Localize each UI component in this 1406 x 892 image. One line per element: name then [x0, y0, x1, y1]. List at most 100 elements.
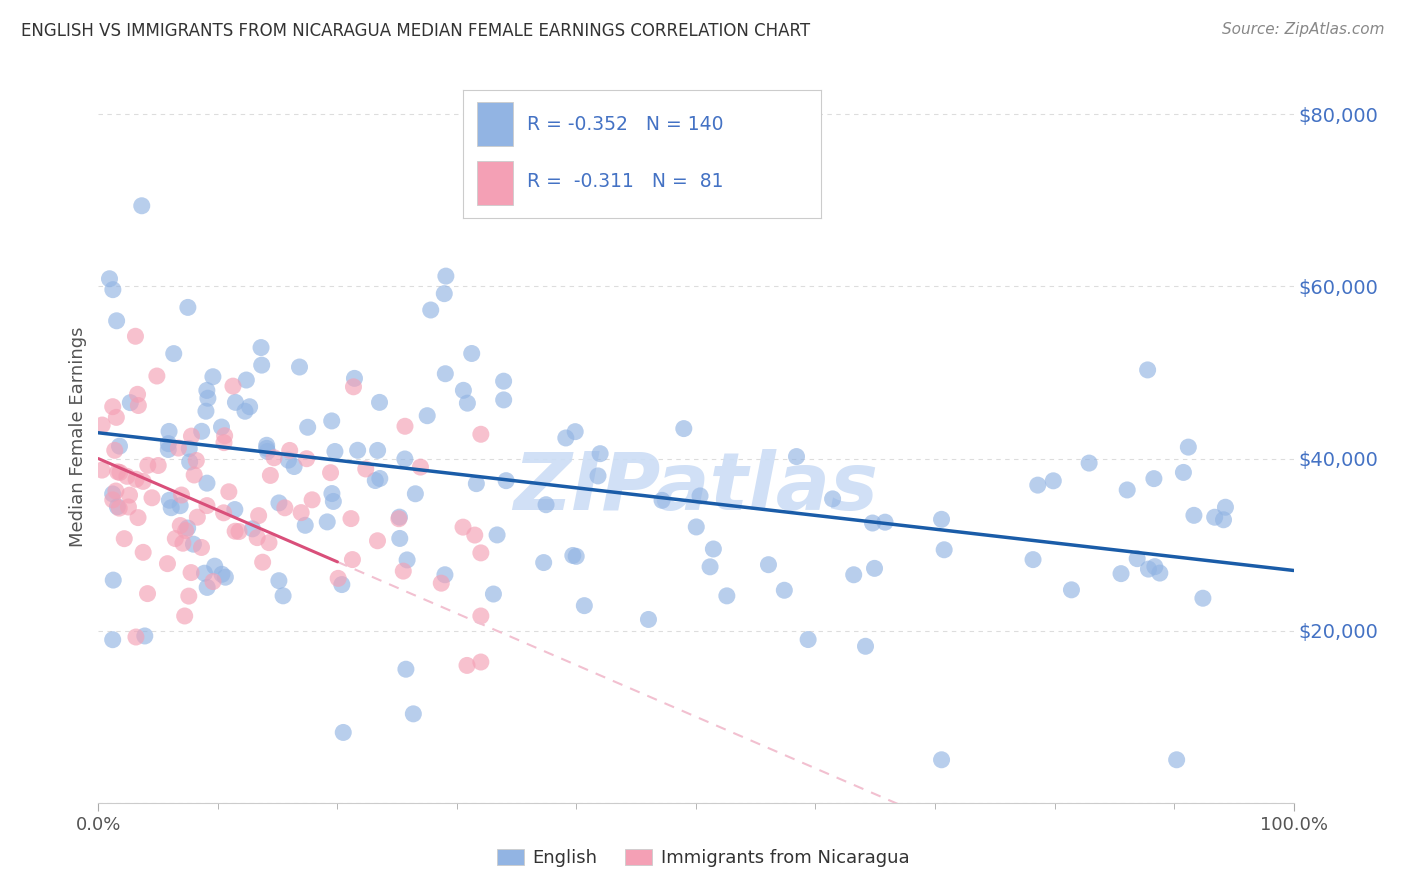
Point [101, 400, 124, 414]
Point [342, 552, 364, 566]
Point [294, 518, 316, 533]
Point [470, 427, 492, 442]
Point [190, 425, 212, 439]
Point [169, 518, 191, 533]
Point [797, 632, 820, 647]
Point [256, 442, 278, 456]
Point [392, 564, 415, 578]
Point [301, 492, 323, 507]
Point [283, 459, 305, 474]
Point [201, 574, 224, 589]
Point [931, 512, 953, 526]
Point [157, 493, 180, 508]
Point [170, 488, 193, 502]
Point [716, 589, 738, 603]
Point [183, 537, 205, 551]
Point [465, 476, 488, 491]
Point [1136, 363, 1159, 377]
Point [434, 367, 457, 381]
Point [124, 329, 146, 343]
Point [157, 436, 180, 450]
Point [239, 400, 262, 414]
Point [1182, 508, 1205, 523]
Point [246, 531, 269, 545]
Point [1060, 582, 1083, 597]
Point [112, 532, 135, 546]
Point [117, 500, 139, 514]
Point [195, 499, 218, 513]
Point [211, 567, 233, 582]
Point [183, 468, 205, 483]
Point [564, 425, 586, 439]
Point [388, 510, 411, 524]
Point [330, 577, 353, 591]
Point [101, 492, 124, 507]
Point [224, 524, 246, 539]
Point [197, 391, 219, 405]
Point [409, 460, 432, 475]
Point [637, 612, 659, 626]
Point [672, 421, 695, 435]
Point [470, 609, 492, 624]
Point [492, 374, 515, 388]
Point [256, 438, 278, 452]
Text: ZIPatlas: ZIPatlas [513, 450, 879, 527]
Point [195, 384, 218, 398]
Point [1137, 562, 1160, 576]
Point [108, 439, 131, 453]
Point [689, 489, 711, 503]
Point [574, 599, 596, 613]
Point [274, 500, 297, 515]
Point [685, 520, 707, 534]
Point [1026, 478, 1049, 492]
Point [1212, 513, 1234, 527]
Point [224, 395, 246, 409]
Point [180, 566, 202, 580]
Point [453, 384, 475, 398]
Point [433, 286, 456, 301]
Point [470, 655, 492, 669]
Point [256, 444, 278, 458]
Point [456, 396, 478, 410]
Point [586, 469, 609, 483]
Point [321, 414, 343, 428]
Point [107, 500, 129, 514]
Point [247, 508, 270, 523]
Point [176, 521, 198, 535]
Point [1204, 510, 1226, 524]
Point [316, 515, 339, 529]
Point [395, 662, 418, 676]
Point [250, 358, 273, 372]
Legend: English, Immigrants from Nicaragua: English, Immigrants from Nicaragua [489, 841, 917, 874]
Point [863, 561, 886, 575]
Point [165, 532, 187, 546]
Point [367, 443, 389, 458]
Point [456, 658, 478, 673]
Point [873, 515, 896, 529]
Point [651, 493, 673, 508]
Point [252, 555, 274, 569]
Point [167, 441, 190, 455]
Point [388, 512, 411, 526]
Point [589, 447, 612, 461]
Point [235, 373, 257, 387]
Point [346, 443, 368, 458]
Point [141, 491, 163, 505]
Point [177, 589, 200, 603]
Point [1126, 551, 1149, 566]
Point [1143, 472, 1166, 486]
Point [565, 549, 588, 564]
Point [101, 632, 124, 647]
Point [340, 511, 363, 525]
Point [127, 510, 149, 524]
Point [332, 725, 354, 739]
Point [290, 506, 312, 520]
Point [204, 559, 226, 574]
Point [1143, 559, 1166, 574]
Point [179, 442, 201, 456]
Point [108, 501, 131, 516]
Point [354, 462, 377, 476]
Point [91, 417, 114, 432]
Point [1192, 591, 1215, 606]
Point [228, 524, 250, 539]
